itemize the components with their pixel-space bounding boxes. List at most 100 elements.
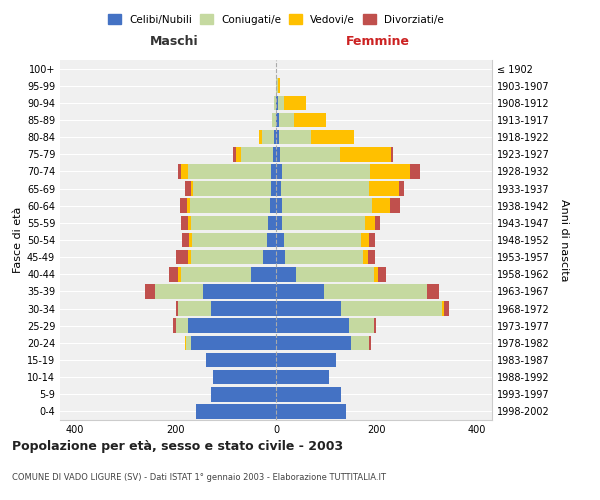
- Bar: [369, 232, 375, 248]
- Bar: [276, 182, 281, 196]
- Bar: [193, 182, 271, 196]
- Bar: [191, 250, 263, 264]
- Bar: [263, 250, 276, 264]
- Bar: [378, 267, 386, 281]
- Bar: [352, 336, 369, 350]
- Bar: [276, 387, 341, 402]
- Bar: [293, 112, 326, 128]
- Bar: [276, 267, 296, 281]
- Bar: [191, 182, 193, 196]
- Bar: [206, 352, 276, 368]
- Bar: [363, 250, 368, 264]
- Bar: [203, 284, 276, 298]
- Bar: [189, 232, 191, 248]
- Bar: [182, 232, 189, 248]
- Bar: [191, 216, 268, 230]
- Bar: [274, 147, 276, 162]
- Bar: [276, 147, 280, 162]
- Bar: [213, 370, 276, 384]
- Bar: [284, 96, 306, 110]
- Bar: [278, 130, 311, 144]
- Bar: [399, 182, 404, 196]
- Bar: [276, 352, 336, 368]
- Bar: [374, 267, 378, 281]
- Bar: [391, 147, 393, 162]
- Bar: [268, 216, 276, 230]
- Bar: [276, 370, 329, 384]
- Bar: [281, 182, 369, 196]
- Y-axis label: Fasce di età: Fasce di età: [13, 207, 23, 273]
- Bar: [370, 164, 410, 178]
- Bar: [233, 147, 236, 162]
- Bar: [284, 232, 361, 248]
- Bar: [274, 96, 276, 110]
- Bar: [181, 267, 251, 281]
- Bar: [241, 147, 274, 162]
- Bar: [368, 250, 376, 264]
- Bar: [311, 130, 354, 144]
- Bar: [169, 267, 178, 281]
- Bar: [276, 318, 349, 333]
- Bar: [176, 250, 188, 264]
- Bar: [375, 216, 380, 230]
- Bar: [276, 96, 278, 110]
- Bar: [374, 318, 376, 333]
- Bar: [361, 232, 369, 248]
- Bar: [196, 404, 276, 418]
- Bar: [155, 284, 203, 298]
- Bar: [173, 318, 176, 333]
- Text: COMUNE DI VADO LIGURE (SV) - Dati ISTAT 1° gennaio 2003 - Elaborazione TUTTITALI: COMUNE DI VADO LIGURE (SV) - Dati ISTAT …: [12, 473, 386, 482]
- Bar: [285, 250, 363, 264]
- Bar: [211, 387, 276, 402]
- Text: Maschi: Maschi: [150, 35, 199, 48]
- Bar: [276, 404, 346, 418]
- Bar: [410, 164, 420, 178]
- Bar: [296, 267, 374, 281]
- Text: Popolazione per età, sesso e stato civile - 2003: Popolazione per età, sesso e stato civil…: [12, 440, 343, 453]
- Bar: [188, 216, 191, 230]
- Bar: [324, 284, 427, 298]
- Bar: [176, 302, 178, 316]
- Bar: [276, 216, 282, 230]
- Bar: [442, 302, 444, 316]
- Bar: [271, 182, 276, 196]
- Y-axis label: Anni di nascita: Anni di nascita: [559, 198, 569, 281]
- Bar: [191, 336, 276, 350]
- Bar: [280, 147, 340, 162]
- Bar: [267, 232, 276, 248]
- Bar: [282, 216, 365, 230]
- Bar: [185, 336, 191, 350]
- Bar: [444, 302, 449, 316]
- Bar: [251, 267, 276, 281]
- Bar: [145, 284, 155, 298]
- Bar: [369, 336, 371, 350]
- Bar: [276, 232, 284, 248]
- Bar: [276, 130, 278, 144]
- Bar: [278, 96, 284, 110]
- Bar: [185, 182, 191, 196]
- Bar: [276, 164, 282, 178]
- Bar: [270, 198, 276, 213]
- Bar: [178, 302, 211, 316]
- Bar: [236, 147, 241, 162]
- Bar: [390, 198, 400, 213]
- Bar: [271, 164, 276, 178]
- Bar: [276, 250, 285, 264]
- Bar: [188, 250, 191, 264]
- Bar: [191, 232, 267, 248]
- Bar: [369, 182, 399, 196]
- Bar: [276, 336, 352, 350]
- Bar: [179, 198, 187, 213]
- Bar: [259, 130, 262, 144]
- Bar: [276, 112, 278, 128]
- Bar: [276, 78, 278, 93]
- Legend: Celibi/Nubili, Coniugati/e, Vedovi/e, Divorziati/e: Celibi/Nubili, Coniugati/e, Vedovi/e, Di…: [105, 11, 447, 28]
- Bar: [190, 198, 270, 213]
- Bar: [340, 147, 391, 162]
- Bar: [278, 112, 293, 128]
- Bar: [365, 216, 375, 230]
- Bar: [341, 302, 442, 316]
- Bar: [274, 130, 276, 144]
- Bar: [181, 216, 188, 230]
- Bar: [181, 164, 188, 178]
